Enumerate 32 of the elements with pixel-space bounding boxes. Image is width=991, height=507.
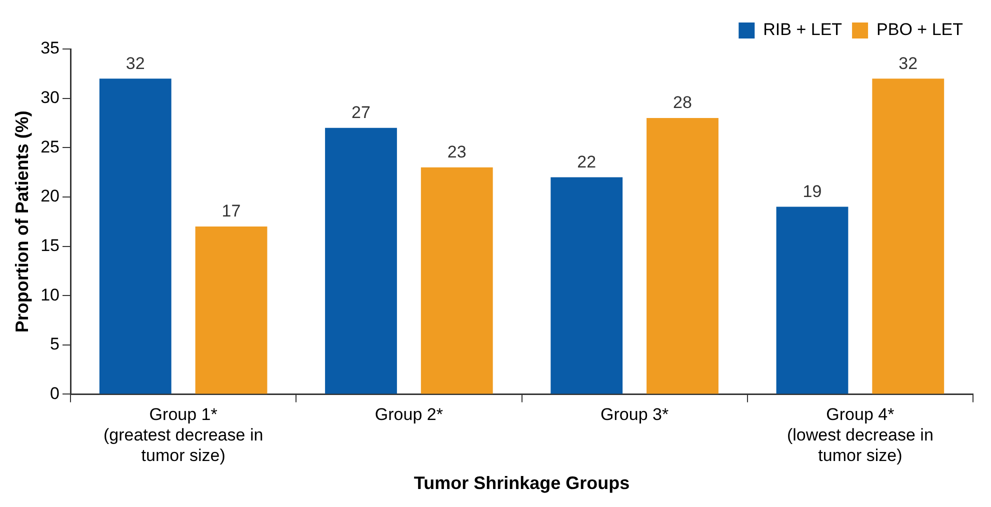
x-tick-label: Group 1* (greatest decrease in tumor size) xyxy=(103,405,264,465)
data-label: 32 xyxy=(898,54,918,73)
bar xyxy=(325,128,397,394)
x-tick-label: Group 3* xyxy=(600,405,669,424)
bar xyxy=(872,78,944,394)
y-axis-title: Proportion of Patients (%) xyxy=(12,110,32,333)
data-label: 28 xyxy=(673,93,692,112)
y-tick-label: 30 xyxy=(40,88,60,107)
bar xyxy=(195,226,268,394)
bar xyxy=(550,177,623,394)
bar xyxy=(99,78,172,394)
legend-label: RIB + LET xyxy=(763,20,842,40)
y-tick-label: 10 xyxy=(40,285,60,304)
data-label: 23 xyxy=(447,142,466,162)
y-tick-label: 25 xyxy=(40,137,60,156)
bar xyxy=(420,167,493,394)
legend-label: PBO + LET xyxy=(876,20,963,40)
bar xyxy=(646,118,718,394)
bar xyxy=(776,206,848,394)
y-tick-label: 15 xyxy=(40,236,60,255)
x-axis-title: Tumor Shrinkage Groups xyxy=(414,473,630,494)
y-tick-label: 20 xyxy=(40,186,60,206)
data-label: 27 xyxy=(352,103,370,122)
data-label: 22 xyxy=(577,152,596,172)
x-tick-label: Group 4* (lowest decrease in tumor size) xyxy=(786,405,934,465)
data-label: 19 xyxy=(802,182,822,201)
data-label: 32 xyxy=(126,54,145,73)
y-tick-label: 0 xyxy=(50,384,60,403)
x-tick-label: Group 2* xyxy=(374,405,444,424)
data-label: 17 xyxy=(222,202,241,221)
y-tick-label: 35 xyxy=(40,38,60,58)
y-tick-label: 5 xyxy=(50,334,60,354)
